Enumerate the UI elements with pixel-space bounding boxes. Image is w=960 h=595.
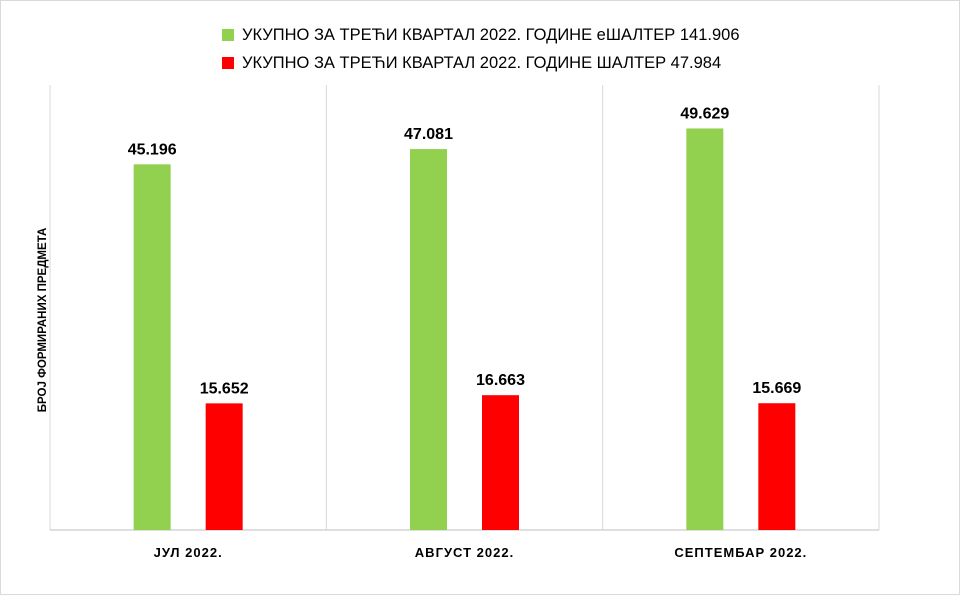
- legend-swatch-eshalter: [222, 29, 234, 41]
- x-tick-label: ЈУЛ 2022.: [154, 545, 223, 560]
- legend-swatch-shalter: [222, 57, 234, 69]
- bar: [410, 149, 447, 531]
- bar: [133, 164, 171, 530]
- legend-item-eshalter: УКУПНО ЗА ТРЕЋИ КВАРТАЛ 2022. ГОДИНЕ еША…: [222, 24, 740, 46]
- legend: УКУПНО ЗА ТРЕЋИ КВАРТАЛ 2022. ГОДИНЕ еША…: [222, 24, 740, 80]
- data-label: 49.629: [680, 105, 729, 122]
- bar: [686, 128, 724, 530]
- bar: [758, 403, 796, 530]
- data-label: 15.652: [200, 380, 249, 397]
- x-tick-label: АВГУСТ 2022.: [415, 545, 514, 560]
- data-label: 47.081: [404, 126, 453, 143]
- data-label: 45.196: [128, 141, 177, 158]
- data-label: 16.663: [476, 372, 525, 389]
- data-label: 15.669: [752, 380, 801, 397]
- bar: [205, 403, 243, 530]
- x-tick-label: СЕПТЕМБАР 2022.: [674, 545, 807, 560]
- legend-item-shalter: УКУПНО ЗА ТРЕЋИ КВАРТАЛ 2022. ГОДИНЕ ШАЛ…: [222, 52, 740, 74]
- bar: [482, 395, 519, 530]
- legend-label-eshalter: УКУПНО ЗА ТРЕЋИ КВАРТАЛ 2022. ГОДИНЕ еША…: [242, 25, 740, 44]
- legend-label-shalter: УКУПНО ЗА ТРЕЋИ КВАРТАЛ 2022. ГОДИНЕ ШАЛ…: [242, 53, 722, 72]
